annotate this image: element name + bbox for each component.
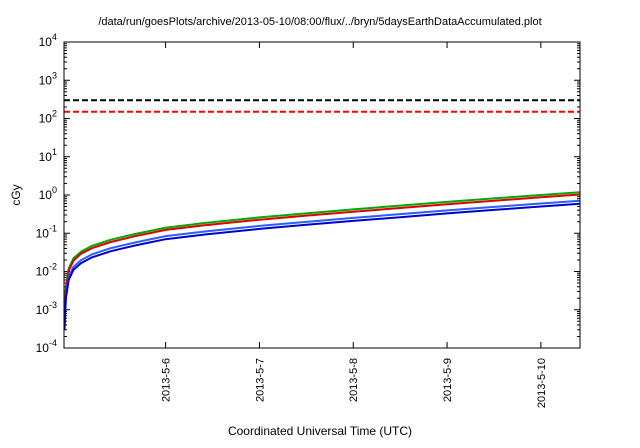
svg-text:2013-5-8: 2013-5-8 [348,358,360,402]
svg-text:10-1: 10-1 [36,223,57,240]
svg-text:2013-5-7: 2013-5-7 [254,358,266,402]
svg-text:104: 104 [39,32,57,49]
plot-title: /data/run/goesPlots/archive/2013-05-10/0… [98,16,542,28]
svg-text:2013-5-9: 2013-5-9 [442,358,454,402]
svg-text:2013-5-6: 2013-5-6 [161,358,173,402]
svg-text:2013-5-10: 2013-5-10 [536,358,548,408]
accumulated-dose-blue [64,199,580,327]
svg-text:10-4: 10-4 [36,338,57,355]
accumulated-dose-red [64,193,580,321]
accumulated-dose-navy [64,202,580,330]
accumulated-dose-green [64,191,580,319]
svg-text:10-2: 10-2 [36,262,57,279]
svg-text:103: 103 [39,70,57,87]
svg-text:102: 102 [39,109,57,126]
x-axis-label: Coordinated Universal Time (UTC) [227,424,413,438]
svg-text:10-3: 10-3 [36,300,57,317]
svg-text:100: 100 [39,185,57,202]
svg-text:101: 101 [39,147,57,164]
